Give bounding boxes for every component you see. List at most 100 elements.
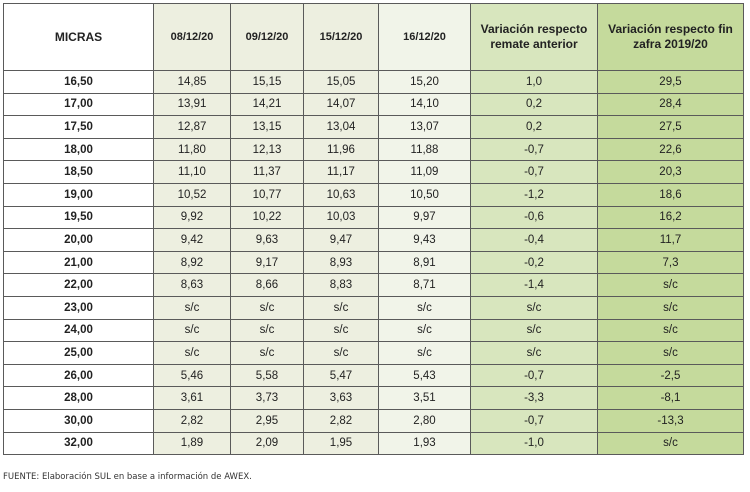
- table-row: 25,00 s/c s/c s/c s/c s/c s/c: [3, 341, 744, 365]
- cell-date-1: 11,10: [153, 160, 231, 184]
- cell-micras: 22,00: [3, 273, 154, 297]
- cell-micras: 16,50: [3, 70, 154, 94]
- table-row: 22,00 8,63 8,66 8,83 8,71 -1,4 s/c: [3, 273, 744, 297]
- table-row: 32,00 1,89 2,09 1,95 1,93 -1,0 s/c: [3, 431, 744, 456]
- table-row: 30,00 2,82 2,95 2,82 2,80 -0,7 -13,3: [3, 408, 744, 433]
- header-date-4: 16/12/20: [378, 3, 471, 71]
- cell-variation-season: s/c: [597, 431, 744, 456]
- cell-variation-season: 11,7: [597, 228, 744, 252]
- cell-date-4: 3,51: [378, 386, 471, 410]
- table-row: 18,50 11,10 11,37 11,17 11,09 -0,7 20,3: [3, 160, 744, 184]
- header-variation-previous: Variación respecto remate anterior: [470, 3, 598, 71]
- cell-date-1: 8,92: [153, 250, 231, 275]
- cell-variation-season: 28,4: [597, 92, 744, 117]
- cell-variation-season: 18,6: [597, 182, 744, 207]
- cell-date-4: 15,20: [378, 70, 471, 94]
- cell-micras: 19,00: [3, 182, 154, 207]
- cell-micras: 25,00: [3, 341, 154, 365]
- cell-variation-previous: -3,3: [470, 386, 598, 410]
- cell-micras: 23,00: [3, 295, 154, 320]
- cell-date-2: 9,63: [230, 228, 304, 252]
- cell-micras: 17,00: [3, 92, 154, 117]
- cell-variation-previous: -0,7: [470, 160, 598, 184]
- cell-variation-season: 20,3: [597, 160, 744, 184]
- cell-date-3: s/c: [303, 318, 379, 343]
- cell-micras: 30,00: [3, 408, 154, 433]
- cell-variation-season: 22,6: [597, 137, 744, 162]
- cell-variation-previous: -1,2: [470, 182, 598, 207]
- cell-date-1: 13,91: [153, 92, 231, 117]
- wool-price-table: MICRAS 08/12/20 09/12/20 15/12/20 16/12/…: [3, 3, 744, 456]
- cell-variation-season: 16,2: [597, 205, 744, 230]
- cell-variation-previous: 0,2: [470, 115, 598, 139]
- cell-date-2: 3,73: [230, 386, 304, 410]
- cell-date-4: 2,80: [378, 408, 471, 433]
- cell-date-1: 3,61: [153, 386, 231, 410]
- header-variation-season: Variación respecto fin zafra 2019/20: [597, 3, 744, 71]
- cell-date-1: 11,80: [153, 137, 231, 162]
- cell-date-1: 9,42: [153, 228, 231, 252]
- cell-micras: 18,50: [3, 160, 154, 184]
- cell-date-3: 11,96: [303, 137, 379, 162]
- cell-micras: 26,00: [3, 363, 154, 388]
- table-row: 19,50 9,92 10,22 10,03 9,97 -0,6 16,2: [3, 205, 744, 230]
- cell-date-3: 2,82: [303, 408, 379, 433]
- cell-date-2: s/c: [230, 318, 304, 343]
- cell-date-2: 8,66: [230, 273, 304, 297]
- table-row: 23,00 s/c s/c s/c s/c s/c s/c: [3, 295, 744, 320]
- cell-variation-season: -2,5: [597, 363, 744, 388]
- cell-date-2: 15,15: [230, 70, 304, 94]
- cell-date-4: s/c: [378, 341, 471, 365]
- cell-variation-season: s/c: [597, 341, 744, 365]
- cell-variation-previous: -0,4: [470, 228, 598, 252]
- cell-variation-previous: s/c: [470, 341, 598, 365]
- table-row: 20,00 9,42 9,63 9,47 9,43 -0,4 11,7: [3, 228, 744, 252]
- cell-date-1: s/c: [153, 295, 231, 320]
- cell-date-2: 13,15: [230, 115, 304, 139]
- cell-variation-previous: -0,6: [470, 205, 598, 230]
- cell-micras: 28,00: [3, 386, 154, 410]
- cell-date-3: s/c: [303, 295, 379, 320]
- cell-variation-season: -8,1: [597, 386, 744, 410]
- cell-date-2: 10,77: [230, 182, 304, 207]
- cell-date-4: s/c: [378, 295, 471, 320]
- cell-date-4: 11,09: [378, 160, 471, 184]
- cell-date-3: 13,04: [303, 115, 379, 139]
- cell-date-1: 14,85: [153, 70, 231, 94]
- cell-micras: 21,00: [3, 250, 154, 275]
- cell-date-1: 8,63: [153, 273, 231, 297]
- cell-variation-season: s/c: [597, 295, 744, 320]
- cell-variation-previous: 0,2: [470, 92, 598, 117]
- cell-micras: 20,00: [3, 228, 154, 252]
- cell-date-4: 9,43: [378, 228, 471, 252]
- cell-variation-previous: 1,0: [470, 70, 598, 94]
- cell-variation-season: s/c: [597, 273, 744, 297]
- cell-date-2: 2,95: [230, 408, 304, 433]
- cell-variation-season: 29,5: [597, 70, 744, 94]
- cell-date-3: 1,95: [303, 431, 379, 456]
- source-note: FUENTE: Elaboración SUL en base a inform…: [3, 472, 252, 482]
- cell-variation-previous: -1,0: [470, 431, 598, 456]
- cell-date-3: 9,47: [303, 228, 379, 252]
- cell-date-4: 8,71: [378, 273, 471, 297]
- header-date-2: 09/12/20: [230, 3, 304, 71]
- cell-date-3: s/c: [303, 341, 379, 365]
- cell-date-4: 9,97: [378, 205, 471, 230]
- cell-variation-previous: -0,2: [470, 250, 598, 275]
- cell-date-2: 5,58: [230, 363, 304, 388]
- cell-variation-previous: -1,4: [470, 273, 598, 297]
- cell-date-1: 12,87: [153, 115, 231, 139]
- cell-date-1: s/c: [153, 341, 231, 365]
- cell-date-1: 10,52: [153, 182, 231, 207]
- cell-date-3: 8,93: [303, 250, 379, 275]
- cell-date-3: 10,03: [303, 205, 379, 230]
- table-row: 24,00 s/c s/c s/c s/c s/c s/c: [3, 318, 744, 343]
- cell-variation-previous: s/c: [470, 295, 598, 320]
- header-micras: MICRAS: [3, 3, 154, 71]
- cell-date-3: 3,63: [303, 386, 379, 410]
- cell-date-4: 11,88: [378, 137, 471, 162]
- cell-date-2: 14,21: [230, 92, 304, 117]
- table-row: 28,00 3,61 3,73 3,63 3,51 -3,3 -8,1: [3, 386, 744, 410]
- cell-date-4: 13,07: [378, 115, 471, 139]
- table-row: 21,00 8,92 9,17 8,93 8,91 -0,2 7,3: [3, 250, 744, 275]
